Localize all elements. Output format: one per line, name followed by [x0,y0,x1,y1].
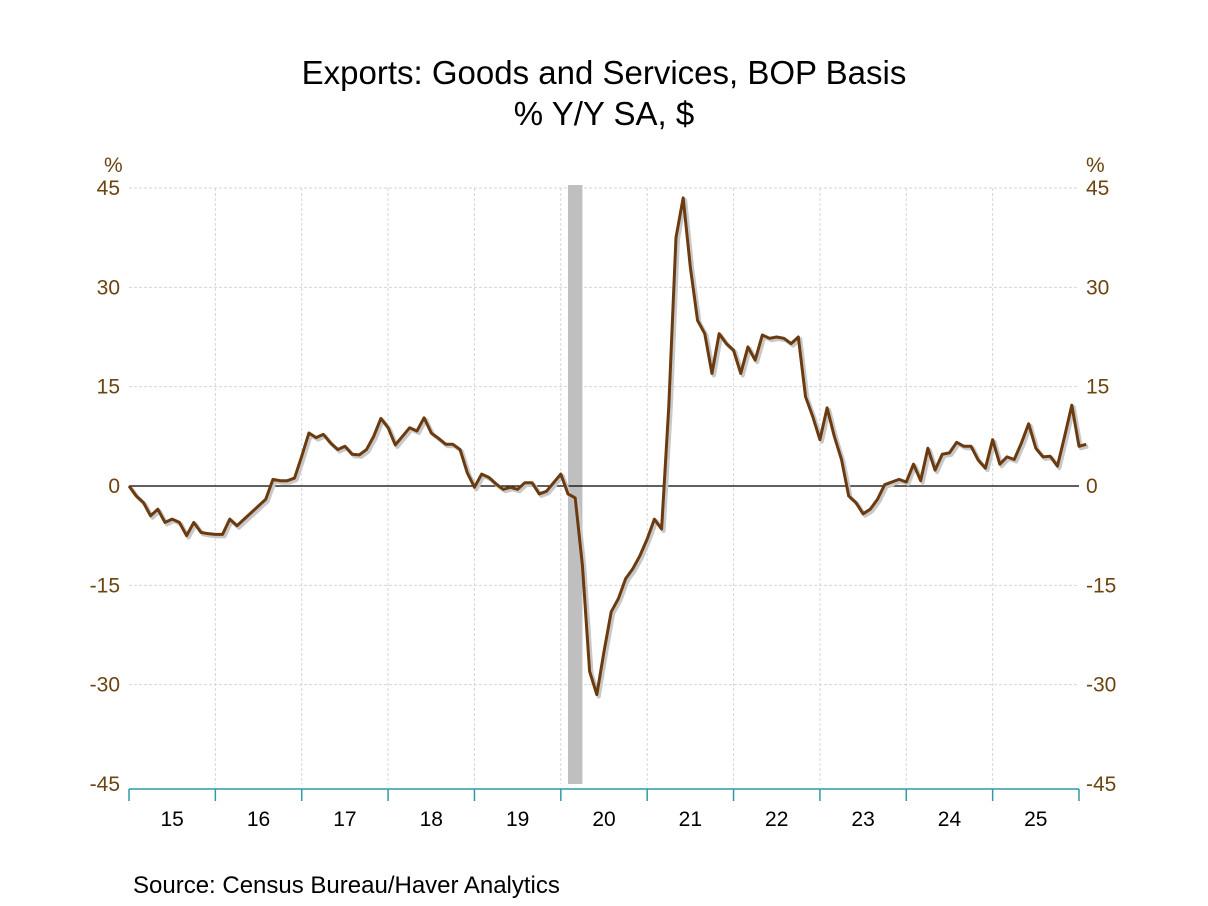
series-line-shadow [129,197,1089,699]
y-tick-label-right: -45 [1086,773,1116,796]
y-tick-label-left: -15 [90,574,120,597]
y-tick-label-left: 15 [97,376,120,399]
x-tick-label: 23 [851,808,874,831]
right-y-unit: % [1086,154,1105,177]
x-tick-label: 21 [679,808,702,831]
y-tick-label-right: -15 [1086,574,1116,597]
y-tick-label-left: 30 [97,276,120,299]
y-tick-label-left: 45 [97,177,120,200]
y-tick-label-right: -30 [1086,674,1116,697]
chart-subtitle: % Y/Y SA, $ [513,95,695,132]
y-tick-label-right: 45 [1086,177,1109,200]
x-tick-label: 25 [1024,808,1047,831]
x-tick-label: 18 [420,808,443,831]
x-tick-label: 17 [333,808,356,831]
x-tick-label: 22 [765,808,788,831]
x-tick-label: 24 [938,808,962,831]
x-tick-label: 16 [247,808,270,831]
recession-bar [567,185,583,784]
right-y-axis: 45 30 15 0 -15 -30 -45 [1086,177,1116,796]
left-y-unit: % [104,154,123,177]
y-tick-label-right: 0 [1086,475,1098,498]
y-tick-label-left: -45 [90,773,120,796]
y-tick-label-right: 15 [1086,376,1109,399]
left-y-axis: 45 30 15 0 -15 -30 -45 [90,177,120,796]
x-tick-label: 20 [592,808,615,831]
y-tick-label-left: 0 [108,475,120,498]
source-note: Source: Census Bureau/Haver Analytics [133,872,560,899]
x-tick-label: 19 [506,808,529,831]
chart-title: Exports: Goods and Services, BOP Basis [301,54,907,91]
x-tick-label: 15 [161,808,184,831]
x-axis: 15 16 17 18 19 20 21 22 23 24 25 [128,788,1080,831]
y-tick-label-right: 30 [1086,276,1109,299]
y-tick-label-left: -30 [90,674,120,697]
series-line [127,196,1087,697]
